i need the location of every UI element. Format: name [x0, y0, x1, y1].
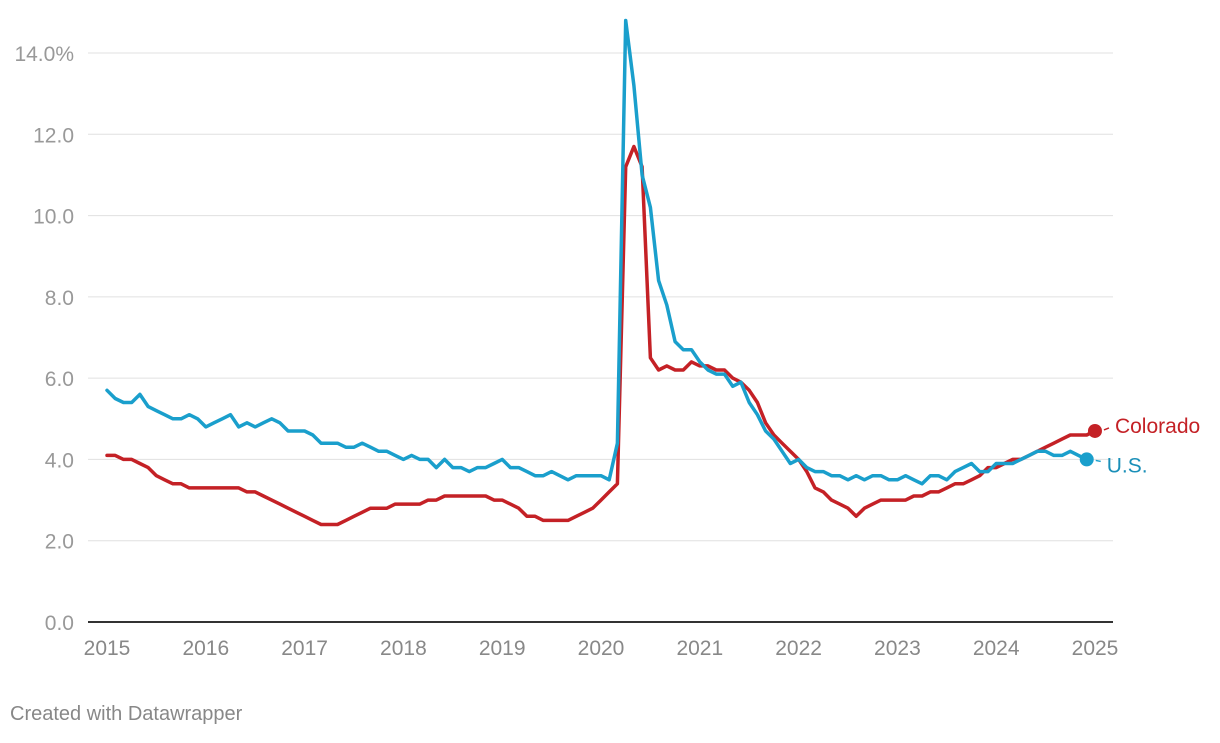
x-tick-label: 2017	[281, 637, 328, 660]
x-tick-label: 2015	[84, 637, 131, 660]
x-tick-label: 2022	[775, 637, 822, 660]
series-line-colorado	[105, 144, 1097, 527]
y-tick-label: 2.0	[45, 531, 74, 554]
label-connector	[1095, 459, 1101, 463]
y-tick-label: 10.0	[33, 206, 74, 229]
y-tick-label: 6.0	[45, 368, 74, 391]
x-tick-label: 2018	[380, 637, 427, 660]
x-tick-label: 2020	[578, 637, 625, 660]
x-tick-label: 2019	[479, 637, 526, 660]
x-tick-label: 2023	[874, 637, 921, 660]
series-end-marker	[1079, 452, 1094, 467]
x-tick-label: 2024	[973, 637, 1020, 660]
series-end-marker	[1087, 423, 1102, 438]
y-tick-label: 4.0	[45, 449, 74, 472]
label-connector	[1103, 427, 1110, 431]
x-tick-label: 2025	[1072, 637, 1119, 660]
x-tick-label: 2016	[182, 637, 229, 660]
series-label: Colorado	[1115, 415, 1200, 438]
x-tick-label: 2021	[676, 637, 723, 660]
datawrapper-credit: Created with Datawrapper	[10, 703, 243, 725]
series-label: U.S.	[1107, 454, 1148, 477]
y-tick-label: 14.0%	[14, 43, 74, 66]
y-tick-label: 12.0	[33, 124, 74, 147]
y-tick-label: 8.0	[45, 287, 74, 310]
series-line-us	[105, 18, 1089, 486]
y-tick-label: 0.0	[45, 612, 74, 635]
